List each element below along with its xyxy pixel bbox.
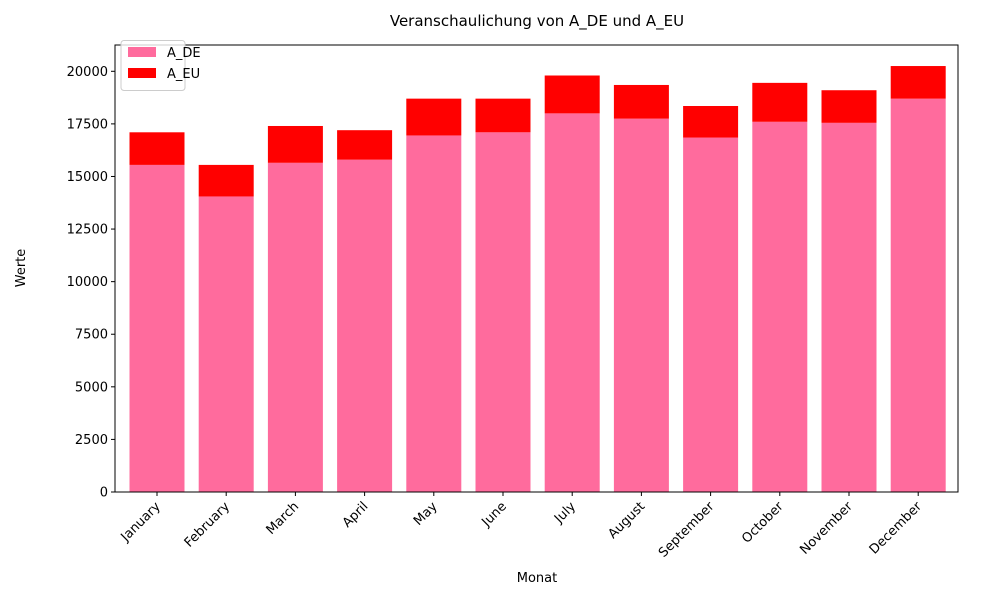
y-tick-label: 5000 [75, 380, 108, 395]
bar-a-de-may [406, 135, 462, 492]
bar-a-eu-march [267, 125, 323, 163]
bar-a-de-november [821, 122, 877, 492]
x-tick-label: February [182, 499, 234, 551]
bar-a-eu-may [406, 98, 462, 136]
y-tick-label: 12500 [67, 223, 108, 238]
x-tick-label: March [264, 499, 303, 538]
bar-a-de-april [337, 159, 393, 493]
x-tick-label: August [605, 499, 648, 542]
bar-a-de-august [613, 118, 669, 492]
x-tick-label: January [118, 499, 164, 545]
chart-title: Veranschaulichung von A_DE und A_EU [390, 12, 684, 31]
y-tick-label: 0 [100, 486, 108, 501]
bar-a-de-march [267, 162, 323, 492]
x-tick-label: September [656, 499, 718, 561]
legend-swatch-a-de [128, 47, 156, 57]
bar-a-de-january [129, 164, 185, 492]
y-axis: 0 2500 5000 7500 10000 12500 15000 17500 20000 [67, 65, 115, 501]
bar-a-eu-january [129, 132, 185, 165]
bar-a-de-september [683, 137, 739, 492]
x-tick-label: June [478, 499, 509, 530]
y-tick-label: 7500 [75, 328, 108, 343]
legend-label-a-de: A_DE [167, 46, 201, 61]
bar-a-de-june [475, 132, 531, 493]
legend-label-a-eu: A_EU [167, 67, 200, 82]
bar-a-eu-december [890, 66, 946, 99]
plot-frame [114, 44, 959, 493]
bars-layer [129, 66, 946, 493]
bar-a-de-february [198, 196, 254, 493]
y-tick-label: 10000 [67, 275, 108, 290]
y-tick-label: 2500 [75, 433, 108, 448]
bar-a-eu-june [475, 98, 531, 133]
bar-a-eu-august [613, 84, 669, 119]
x-tick-label: November [797, 499, 856, 558]
bar-a-de-july [544, 113, 600, 492]
legend: A_DE A_EU [120, 40, 201, 91]
bar-a-eu-october [752, 82, 808, 122]
bar-a-eu-november [821, 90, 877, 123]
bar-a-eu-september [683, 106, 739, 138]
x-axis-title: Monat [517, 571, 557, 586]
legend-swatch-a-eu [128, 68, 156, 78]
y-tick-label: 17500 [67, 117, 108, 132]
x-tick-label: December [867, 499, 926, 558]
x-tick-label: May [411, 499, 441, 529]
bar-a-eu-april [337, 130, 393, 160]
bar-a-eu-july [544, 75, 600, 114]
x-axis: January February March April May June July Augu… [118, 492, 926, 561]
bar-a-de-december [890, 98, 946, 492]
y-tick-label: 20000 [67, 65, 108, 80]
bar-a-eu-february [198, 164, 254, 197]
x-tick-label: October [739, 499, 787, 547]
y-axis-title: Werte [14, 249, 29, 288]
y-tick-label: 15000 [67, 170, 108, 185]
x-tick-label: April [340, 499, 372, 531]
x-tick-label: July [551, 499, 579, 527]
bar-a-de-october [752, 121, 808, 493]
